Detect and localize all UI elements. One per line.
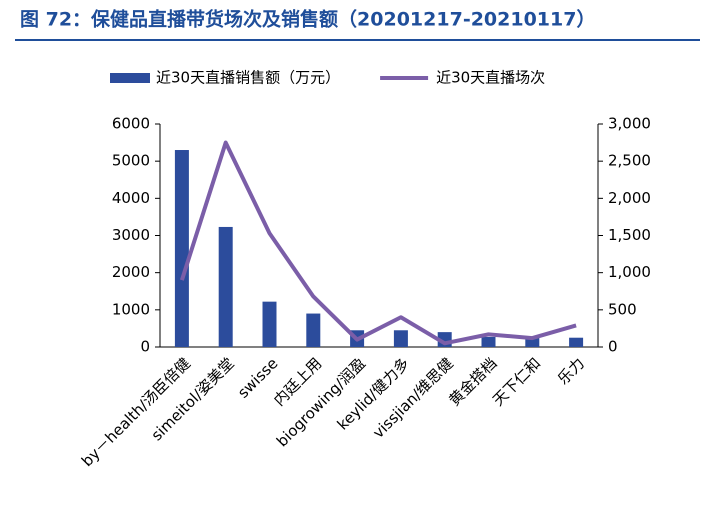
- y-tick-label: 5000: [112, 152, 150, 170]
- bar: [174, 150, 189, 347]
- bar: [218, 226, 233, 347]
- y-tick-label: 4000: [112, 189, 150, 207]
- bar: [569, 337, 584, 347]
- bar: [262, 301, 277, 347]
- y-tick-label: 0: [140, 338, 150, 356]
- y2-tick-label: 3,000: [608, 115, 651, 133]
- y-tick-label: 2000: [112, 263, 150, 281]
- x-tick-label: vissjian/维思健: [369, 354, 457, 442]
- y2-tick-label: 1,500: [608, 226, 651, 244]
- x-tick-label: 天下仁和: [489, 354, 544, 409]
- legend-label: 近30天直播场次: [436, 69, 545, 87]
- y2-tick-label: 2,000: [608, 189, 651, 207]
- x-tick-label: 乐力: [554, 354, 588, 388]
- bar: [525, 336, 540, 347]
- y2-tick-label: 2,500: [608, 152, 651, 170]
- y-tick-label: 3000: [112, 226, 150, 244]
- legend-label: 近30天直播销售额（万元）: [156, 69, 340, 87]
- bar: [306, 313, 321, 347]
- legend-swatch: [110, 73, 150, 83]
- y2-tick-label: 1,000: [608, 263, 651, 281]
- bar: [481, 336, 496, 347]
- chart-title: 图 72：保健品直播带货场次及销售额（20201217-20210117）: [20, 8, 595, 31]
- bar: [393, 330, 408, 347]
- y-tick-label: 1000: [112, 300, 150, 318]
- y-tick-label: 6000: [112, 115, 150, 133]
- y2-tick-label: 0: [608, 338, 618, 356]
- y2-tick-label: 500: [608, 300, 637, 318]
- line: [179, 140, 577, 346]
